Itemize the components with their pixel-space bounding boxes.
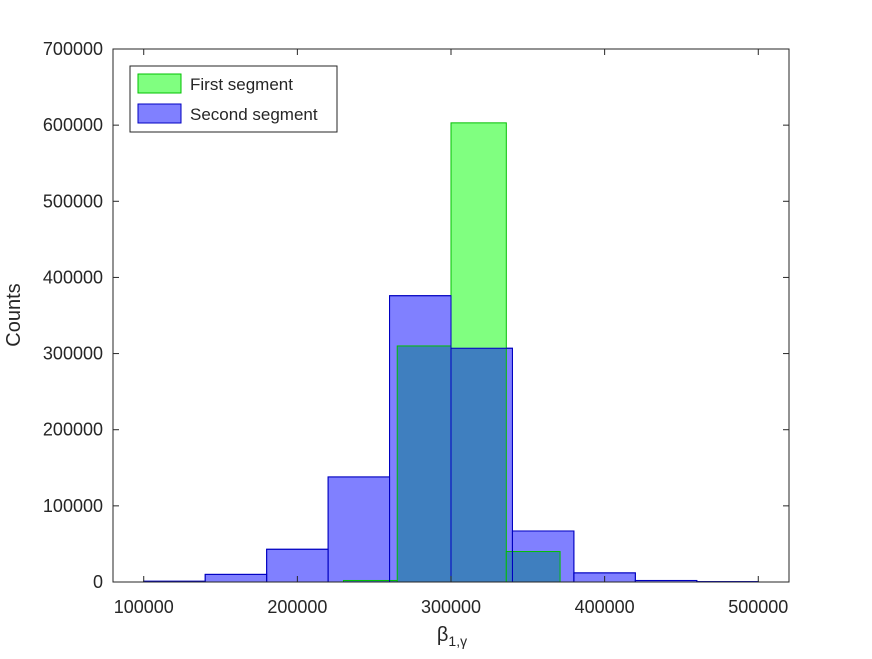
x-tick-label: 300000 bbox=[421, 597, 481, 617]
y-tick-label: 100000 bbox=[43, 496, 103, 516]
legend-label-first-segment: First segment bbox=[190, 75, 293, 94]
x-axis-label: β1,γ bbox=[437, 624, 467, 649]
legend-label-second-segment: Second segment bbox=[190, 105, 318, 124]
bar-overlap bbox=[397, 346, 451, 582]
x-tick-label: 100000 bbox=[114, 597, 174, 617]
x-axis-label-subscript: 1,γ bbox=[448, 633, 467, 649]
legend: First segment Second segment bbox=[130, 66, 337, 132]
legend-swatch-first-segment bbox=[138, 74, 181, 93]
bar-second-segment bbox=[205, 574, 266, 582]
bar-overlap bbox=[451, 348, 506, 582]
y-tick-label: 500000 bbox=[43, 191, 103, 211]
bar-overlap bbox=[506, 552, 512, 582]
x-tick-label: 400000 bbox=[575, 597, 635, 617]
y-tick-label: 700000 bbox=[43, 39, 103, 59]
y-axis-label: Counts bbox=[3, 283, 25, 346]
y-tick-label: 300000 bbox=[43, 344, 103, 364]
x-tick-label: 200000 bbox=[267, 597, 327, 617]
x-axis-label-main: β bbox=[437, 624, 449, 646]
y-tick-label: 200000 bbox=[43, 420, 103, 440]
bar-overlap bbox=[512, 552, 560, 582]
bar-second-segment bbox=[328, 477, 389, 582]
y-tick-label: 0 bbox=[93, 572, 103, 592]
y-tick-label: 600000 bbox=[43, 115, 103, 135]
x-tick-label: 500000 bbox=[728, 597, 788, 617]
legend-swatch-second-segment bbox=[138, 104, 181, 123]
y-tick-label: 400000 bbox=[43, 267, 103, 287]
